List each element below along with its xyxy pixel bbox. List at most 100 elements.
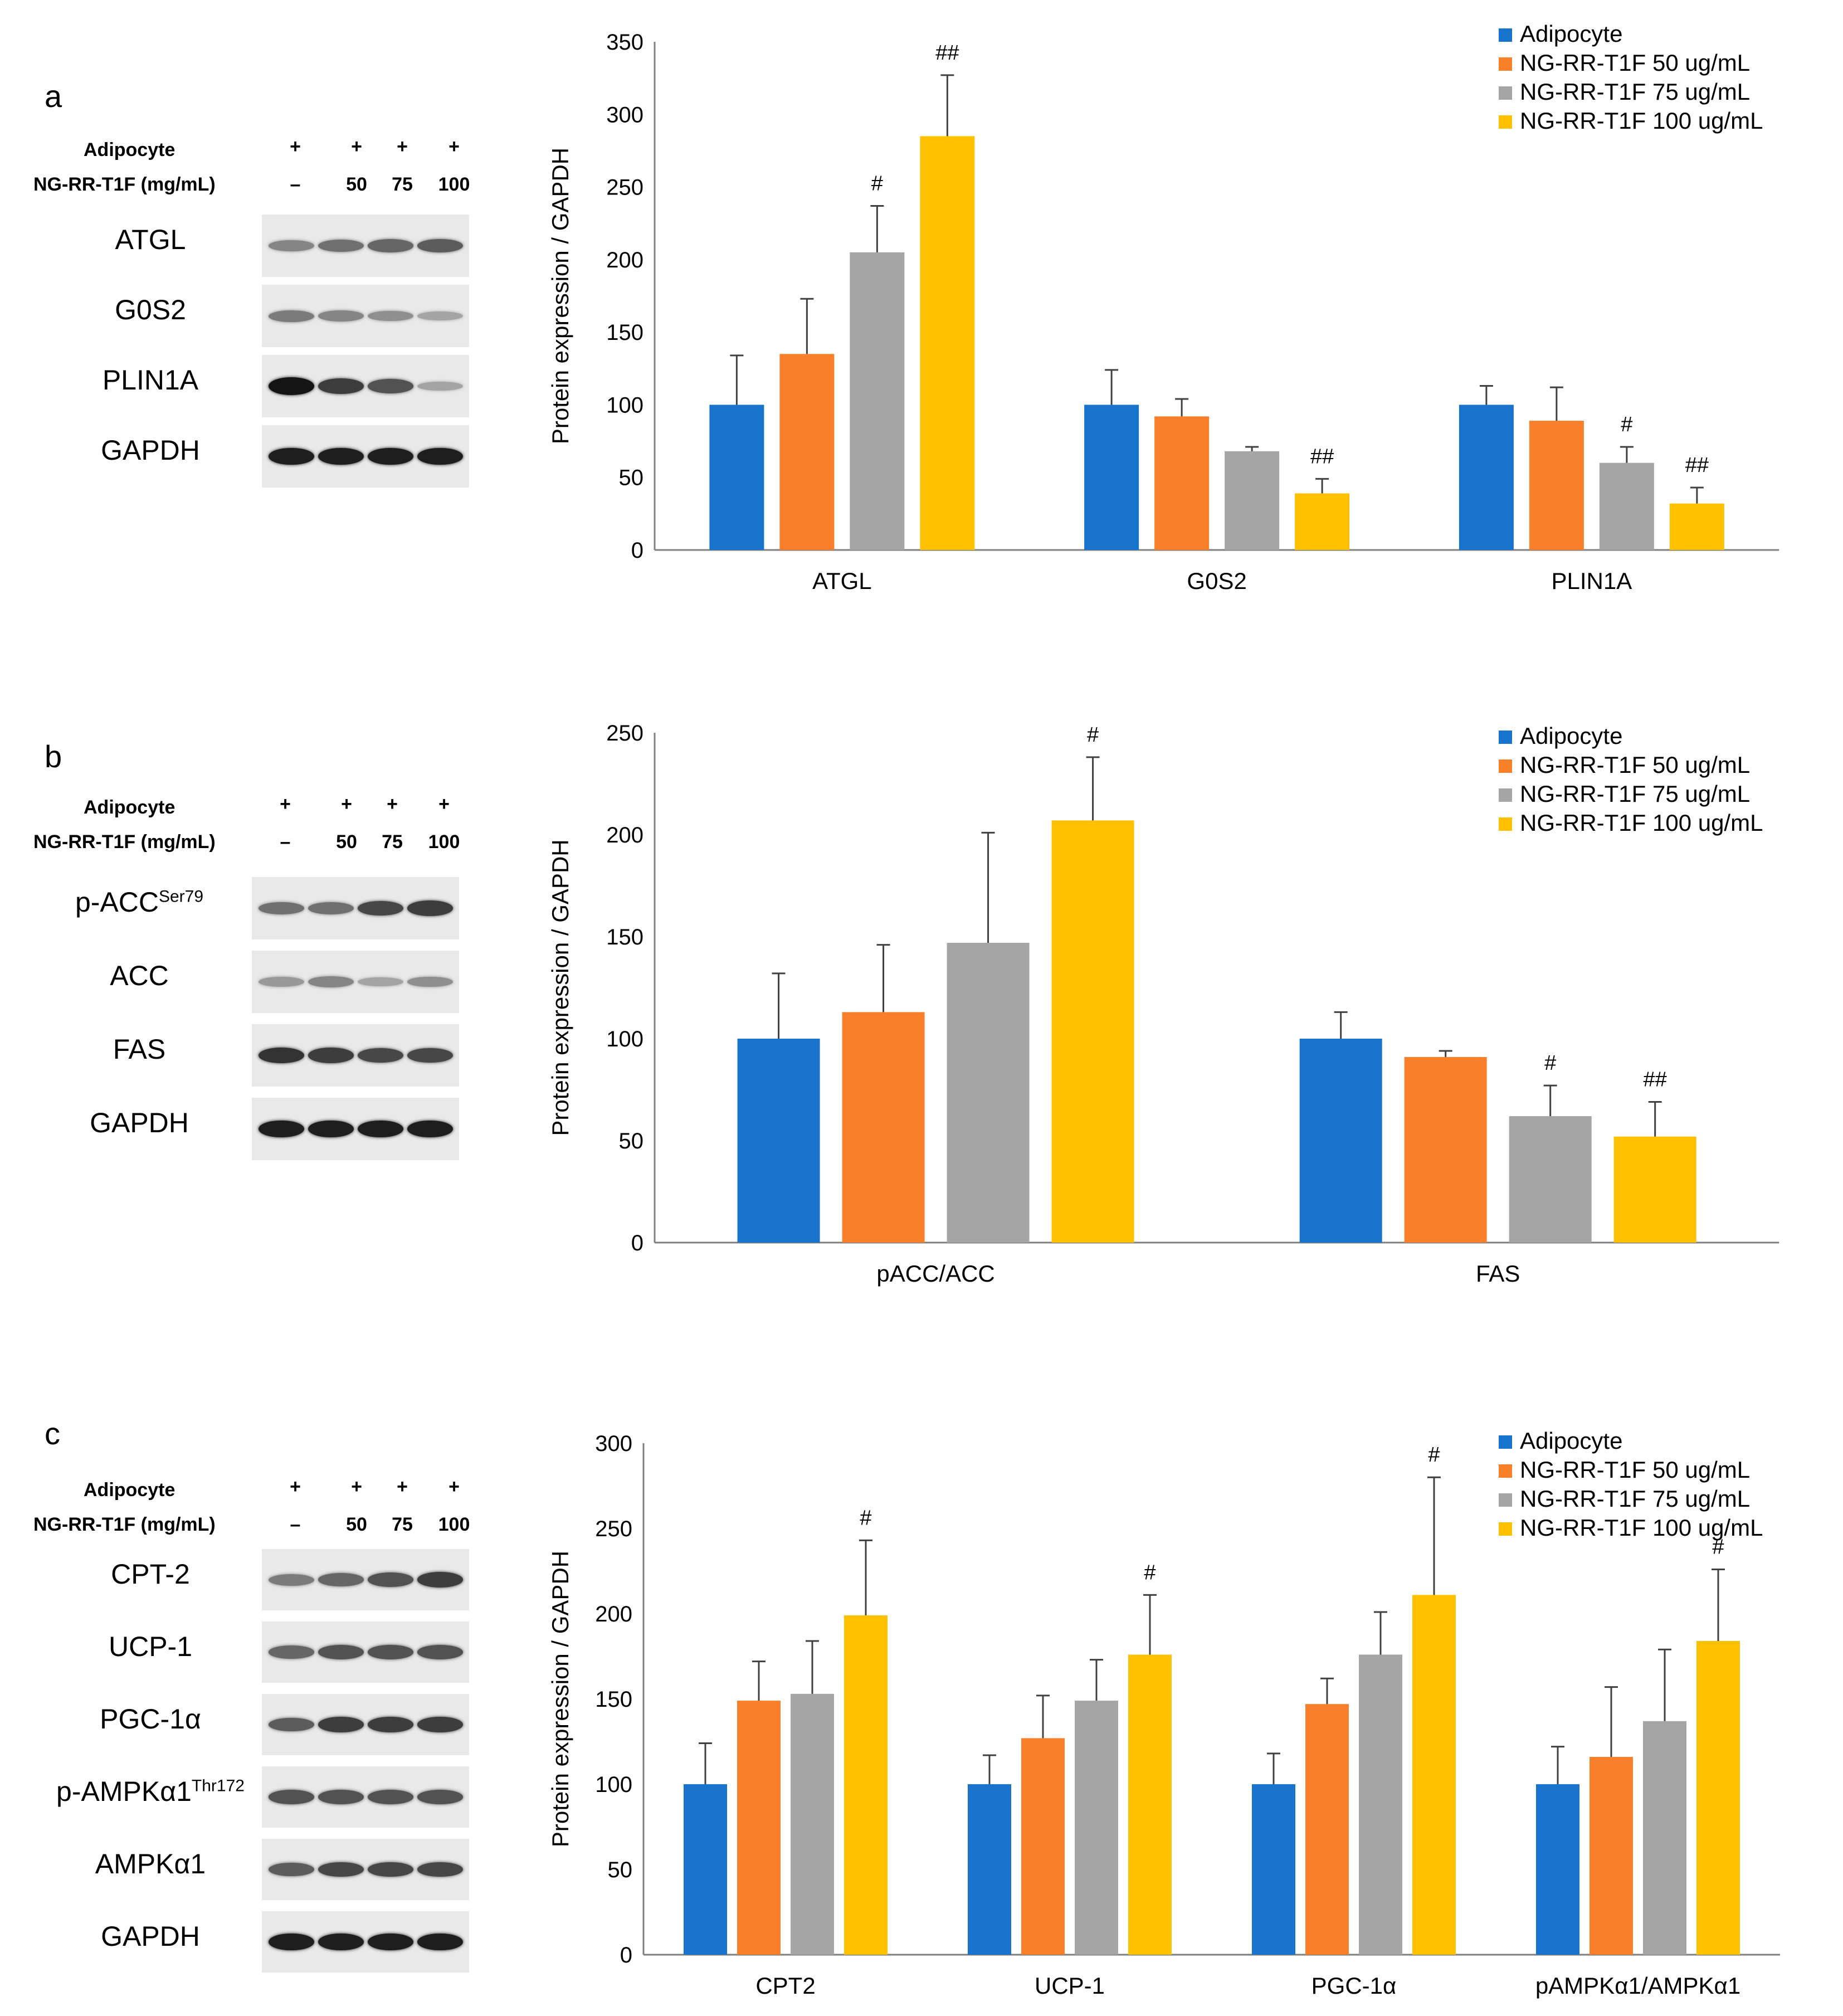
protein-band	[269, 1862, 314, 1877]
significance-mark: ##	[935, 41, 959, 65]
bar	[1509, 1116, 1592, 1243]
band-label: p-ACCSer79	[75, 887, 204, 918]
bar	[737, 1701, 781, 1955]
condition-value: 50	[346, 1514, 367, 1535]
bar	[1252, 1784, 1295, 1955]
y-tick-label: 0	[631, 538, 643, 563]
condition-label: Adipocyte	[84, 1479, 175, 1501]
condition-value: +	[280, 793, 291, 815]
protein-band	[318, 1645, 364, 1659]
condition-value: +	[290, 1476, 301, 1497]
protein-band	[358, 900, 403, 916]
y-tick-label: 100	[606, 1027, 643, 1051]
protein-band	[417, 1790, 463, 1804]
band-label: FAS	[113, 1034, 166, 1065]
condition-label: NG-RR-T1F (mg/mL)	[33, 831, 216, 853]
protein-band	[417, 1572, 463, 1588]
legend-label: Adipocyte	[1520, 21, 1622, 47]
y-tick-label: 150	[606, 320, 643, 345]
figure-panel-b: b Adipocyte + + + + NG-RR-T1F (mg/mL) – 50 75 100…	[0, 658, 1843, 1371]
y-tick-label: 100	[595, 1772, 632, 1797]
y-axis-label: Protein expression / GAPDH	[547, 839, 573, 1136]
y-tick-label: 200	[606, 248, 643, 272]
bar	[844, 1615, 888, 1955]
condition-value: +	[387, 793, 398, 815]
y-tick-label: 350	[606, 30, 643, 55]
x-tick-label: ATGL	[812, 568, 872, 594]
legend-label: NG-RR-T1F 100 ug/mL	[1520, 1515, 1763, 1541]
bar	[1051, 820, 1134, 1243]
legend-swatch	[1499, 788, 1512, 802]
bar	[850, 252, 905, 550]
protein-band	[308, 1048, 354, 1063]
y-tick-label: 100	[606, 393, 643, 417]
condition-value: 50	[336, 831, 357, 853]
protein-band	[259, 1120, 304, 1138]
panel-label: c	[45, 1416, 60, 1451]
band-label: PLIN1A	[102, 364, 199, 396]
significance-mark: #	[1621, 413, 1632, 436]
significance-mark: #	[860, 1506, 871, 1530]
legend-label: NG-RR-T1F 100 ug/mL	[1520, 108, 1763, 134]
bar	[1154, 416, 1210, 550]
x-tick-label: CPT2	[755, 1973, 815, 1999]
significance-mark: ##	[1644, 1068, 1667, 1091]
bar	[1643, 1721, 1686, 1955]
protein-band	[269, 377, 314, 395]
y-tick-label: 50	[619, 1129, 644, 1153]
panel-label: a	[45, 79, 62, 114]
legend-label: Adipocyte	[1520, 1428, 1622, 1454]
condition-value: +	[351, 136, 362, 157]
bar	[1404, 1056, 1487, 1243]
condition-value: +	[448, 1476, 460, 1497]
legend-swatch	[1499, 1464, 1512, 1478]
bar	[737, 1039, 820, 1243]
panel-label: b	[45, 739, 62, 774]
bar	[1225, 451, 1280, 550]
protein-band	[269, 310, 314, 322]
legend-swatch	[1499, 759, 1512, 773]
x-tick-label: PGC-1α	[1311, 1973, 1397, 1999]
legend-label: NG-RR-T1F 75 ug/mL	[1520, 79, 1750, 105]
protein-band	[318, 1862, 364, 1877]
legend-label: NG-RR-T1F 75 ug/mL	[1520, 1486, 1750, 1512]
condition-label: NG-RR-T1F (mg/mL)	[33, 174, 216, 195]
protein-band	[269, 447, 314, 465]
significance-mark: #	[1144, 1561, 1155, 1584]
bar	[684, 1784, 727, 1955]
condition-value: +	[397, 136, 408, 157]
condition-value: 75	[392, 174, 413, 195]
legend-swatch	[1499, 1522, 1512, 1536]
significance-mark: ##	[1310, 445, 1334, 468]
y-tick-label: 250	[606, 721, 643, 746]
protein-band	[368, 1645, 413, 1659]
protein-band	[407, 900, 453, 916]
y-tick-label: 250	[595, 1517, 632, 1541]
y-tick-label: 150	[606, 925, 643, 949]
protein-band	[368, 447, 413, 465]
bar	[1305, 1704, 1349, 1955]
condition-value: +	[290, 136, 301, 157]
band-label: ATGL	[115, 224, 186, 255]
bar	[1084, 405, 1139, 550]
bar-chart: 0 50 100 150 200 250 300 Protein expression / G…	[547, 1428, 1780, 1999]
protein-band	[358, 1048, 403, 1063]
protein-band	[368, 1933, 413, 1951]
bar	[1590, 1757, 1633, 1955]
y-tick-label: 250	[606, 176, 643, 200]
protein-band	[417, 1717, 463, 1732]
protein-band	[407, 1120, 453, 1138]
condition-label: Adipocyte	[84, 139, 175, 160]
protein-band	[308, 902, 354, 915]
bar	[1412, 1595, 1456, 1955]
legend-swatch	[1499, 115, 1512, 129]
legend-label: NG-RR-T1F 50 ug/mL	[1520, 50, 1750, 76]
legend-label: NG-RR-T1F 50 ug/mL	[1520, 752, 1750, 778]
bar	[1459, 405, 1514, 550]
y-tick-label: 50	[619, 466, 644, 490]
protein-band	[259, 902, 304, 915]
condition-value: +	[448, 136, 460, 157]
protein-band	[269, 1933, 314, 1951]
protein-band	[358, 977, 403, 987]
bar	[1536, 1784, 1579, 1955]
